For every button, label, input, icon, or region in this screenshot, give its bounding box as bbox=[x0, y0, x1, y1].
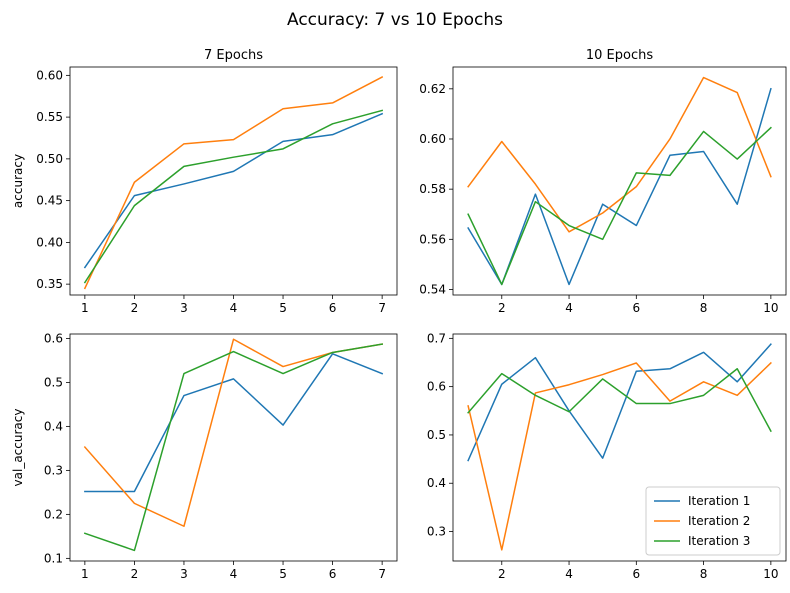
x-tick-label: 10 bbox=[763, 301, 778, 315]
y-tick-label: 0.6 bbox=[44, 331, 63, 345]
legend: Iteration 1 Iteration 2 Iteration 3 bbox=[645, 486, 781, 556]
x-tick-label: 3 bbox=[180, 567, 188, 581]
figure-suptitle: Accuracy: 7 vs 10 Epochs bbox=[287, 10, 503, 30]
axes-frame bbox=[69, 333, 398, 562]
legend-label: Iteration 2 bbox=[688, 514, 750, 528]
x-tick-label: 4 bbox=[565, 301, 573, 315]
series-line-3 bbox=[467, 368, 772, 433]
chart-panel-1: 1 2 3 4 5 6 7 0.35 0.40 0.45 0.50 0.55 0.60 7 Epochs a… bbox=[11, 48, 398, 315]
series-line-2 bbox=[467, 361, 772, 551]
series-line-1 bbox=[467, 87, 772, 286]
series-line-1 bbox=[84, 353, 384, 493]
x-tick-label: 8 bbox=[700, 567, 708, 581]
y-tick-label: 0.5 bbox=[427, 428, 446, 442]
y-tick-label: 0.4 bbox=[427, 476, 446, 490]
x-tick-label: 5 bbox=[279, 567, 287, 581]
x-tick-label: 3 bbox=[180, 301, 188, 315]
y-tick-label: 0.6 bbox=[427, 380, 446, 394]
x-tick-label: 6 bbox=[329, 567, 337, 581]
y-tick-label: 0.58 bbox=[419, 182, 446, 196]
y-tick-label: 0.54 bbox=[419, 282, 446, 296]
x-tick-label: 2 bbox=[498, 301, 506, 315]
y-axis-label: val_accuracy bbox=[11, 409, 25, 487]
y-tick-label: 0.7 bbox=[427, 331, 446, 345]
y-tick-label: 0.3 bbox=[44, 463, 63, 477]
legend-box bbox=[645, 486, 781, 556]
x-tick-label: 6 bbox=[632, 567, 640, 581]
x-tick-label: 2 bbox=[131, 567, 139, 581]
legend-label: Iteration 1 bbox=[688, 494, 750, 508]
series-line-2 bbox=[467, 76, 772, 233]
axes-frame bbox=[69, 66, 398, 296]
chart-panel-3: 1 2 3 4 5 6 7 0.1 0.2 0.3 0.4 0.5 0.6 val_accuracy bbox=[11, 331, 398, 581]
x-tick-label: 6 bbox=[632, 301, 640, 315]
x-tick-label: 7 bbox=[378, 301, 386, 315]
x-tick-label: 7 bbox=[378, 567, 386, 581]
series-line-3 bbox=[467, 126, 772, 286]
x-tick-label: 10 bbox=[763, 567, 778, 581]
y-tick-label: 0.2 bbox=[44, 507, 63, 521]
y-tick-label: 0.60 bbox=[36, 68, 63, 82]
x-tick-label: 4 bbox=[565, 567, 573, 581]
x-tick-label: 2 bbox=[498, 567, 506, 581]
y-axis-label: accuracy bbox=[11, 154, 25, 208]
series-line-1 bbox=[83, 112, 384, 269]
y-tick-label: 0.3 bbox=[427, 525, 446, 539]
series-line-3 bbox=[83, 343, 384, 552]
y-tick-label: 0.1 bbox=[44, 551, 63, 565]
series-line-3 bbox=[83, 109, 384, 284]
y-tick-label: 0.4 bbox=[44, 419, 63, 433]
legend-label: Iteration 3 bbox=[688, 534, 750, 548]
x-tick-label: 4 bbox=[230, 301, 238, 315]
x-tick-label: 5 bbox=[279, 301, 287, 315]
axes-frame bbox=[452, 333, 787, 562]
y-tick-label: 0.60 bbox=[419, 132, 446, 146]
axes-frame bbox=[452, 66, 787, 296]
panel-title: 10 Epochs bbox=[586, 48, 653, 63]
series-line-2 bbox=[83, 76, 384, 290]
y-tick-label: 0.62 bbox=[419, 82, 446, 96]
chart-panel-2: 2 4 6 8 10 0.54 0.56 0.58 0.60 0.62 10 Epochs bbox=[419, 48, 787, 315]
y-tick-label: 0.50 bbox=[36, 152, 63, 166]
y-tick-label: 0.56 bbox=[419, 232, 446, 246]
panel-title: 7 Epochs bbox=[204, 48, 263, 63]
x-tick-label: 1 bbox=[81, 567, 89, 581]
x-tick-label: 6 bbox=[329, 301, 337, 315]
x-tick-label: 2 bbox=[131, 301, 139, 315]
y-tick-label: 0.35 bbox=[36, 277, 63, 291]
x-tick-label: 4 bbox=[230, 567, 238, 581]
series-line-2 bbox=[83, 338, 384, 527]
y-tick-label: 0.45 bbox=[36, 194, 63, 208]
y-tick-label: 0.5 bbox=[44, 375, 63, 389]
y-tick-label: 0.55 bbox=[36, 110, 63, 124]
y-tick-label: 0.40 bbox=[36, 235, 63, 249]
series-line-1 bbox=[467, 343, 772, 462]
x-tick-label: 8 bbox=[700, 301, 708, 315]
x-tick-label: 1 bbox=[81, 301, 89, 315]
